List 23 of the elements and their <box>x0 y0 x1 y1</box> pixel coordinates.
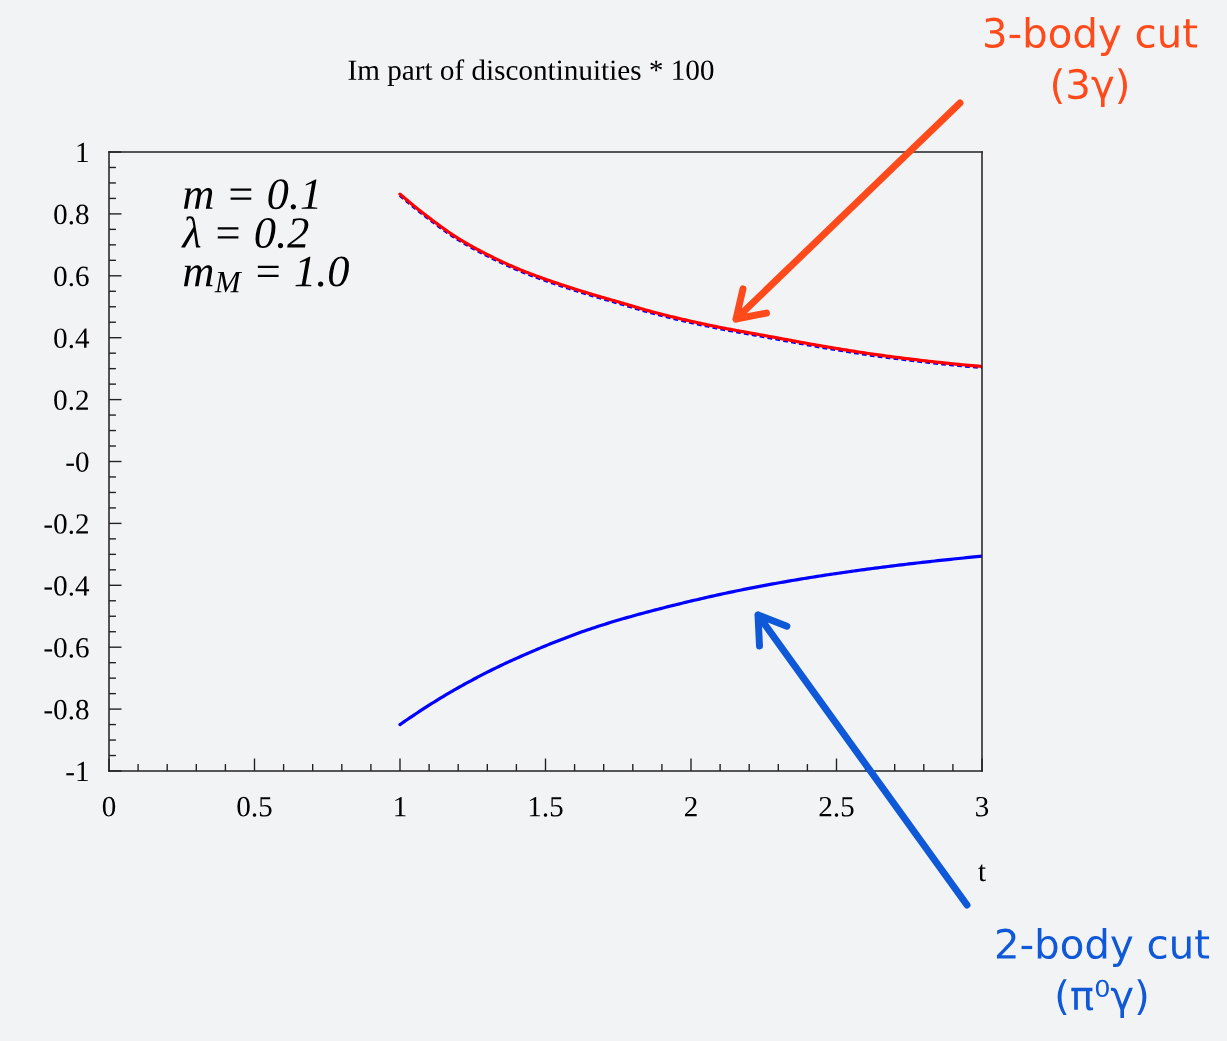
x-tick-label: 0.5 <box>237 796 272 817</box>
y-tick-label: 0.4 <box>54 328 90 349</box>
y-tick-label: -0 <box>66 452 89 472</box>
y-tick-label: -0.2 <box>44 514 88 534</box>
y-tick-label: 1 <box>77 142 88 163</box>
x-axis-title: t <box>978 864 986 882</box>
text: 3-body cut (3γ) <box>985 16 1198 108</box>
x-tick-label: 2 <box>684 796 697 817</box>
y-tick-label: 0.2 <box>54 390 88 411</box>
y-tick-label: -0.6 <box>44 637 89 658</box>
x-tick-label: 0 <box>102 796 116 817</box>
y-tick-label: 0.6 <box>54 266 89 287</box>
y-tick-label: -0.8 <box>44 699 89 720</box>
annotation: m = 0.1 λ = 0.2 m$_{M}$ = 1.0 <box>181 179 349 293</box>
x-tick-label: 3 <box>976 796 989 817</box>
x-tick-label: 1.5 <box>529 796 563 817</box>
y-tick-label: 0.8 <box>54 204 89 225</box>
y-tick-label: -1 <box>66 761 88 782</box>
x-tick-label: 1 <box>395 796 406 817</box>
text: 2-body cut (π⁰γ) <box>996 927 1210 1019</box>
x-tick-label: 2.5 <box>819 796 854 817</box>
y-tick-label: -0.4 <box>44 576 90 596</box>
chart-title: Im part of discontinuities * 100 <box>348 59 714 86</box>
